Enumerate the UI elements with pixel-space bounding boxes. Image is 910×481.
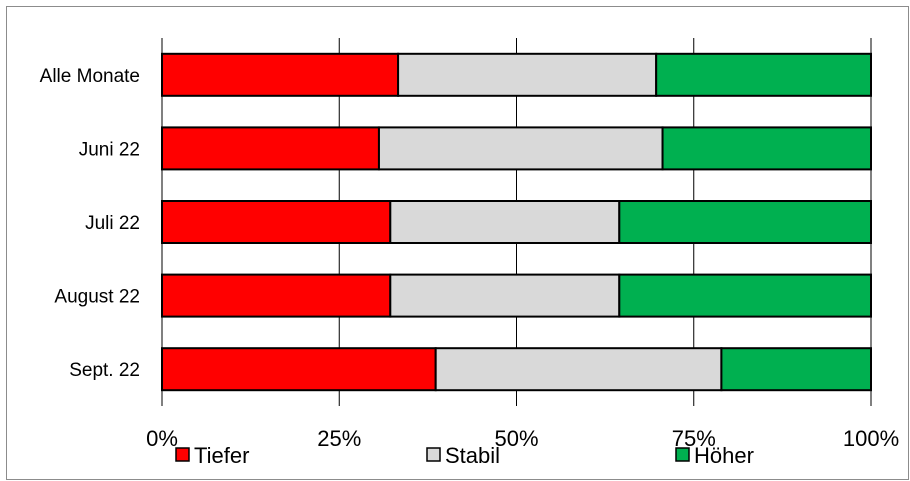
- bar-tiefer-sept-22: [161, 347, 437, 392]
- bar-hoher-juni-22: [661, 126, 873, 171]
- category-label: Juli 22: [85, 213, 140, 234]
- bar-stabil-sept-22: [434, 347, 723, 392]
- category-label: Alle Monate: [40, 66, 140, 87]
- legend-item-stabil: Stabil: [426, 443, 500, 468]
- x-tick-labels: 0% 25% 50% 75% 100%: [146, 426, 899, 451]
- x-tick-label: 50%: [494, 426, 538, 451]
- legend-swatch-stabil: [426, 447, 441, 462]
- x-tick-label: 75%: [672, 426, 716, 451]
- legend-label: Höher: [694, 443, 754, 468]
- legend: Tiefer Stabil Höher: [175, 443, 754, 468]
- category-label: August 22: [54, 287, 140, 308]
- bar-hoher-sept-22: [720, 347, 872, 392]
- bar-hoher-juli-22: [618, 200, 872, 244]
- bar-tiefer-alle-monate: [161, 52, 400, 97]
- x-tick-label: 25%: [317, 426, 361, 451]
- bar-tiefer-juli-22: [161, 200, 392, 244]
- bar-tiefer-august-22: [161, 273, 392, 318]
- bar-stabil-august-22: [389, 273, 621, 318]
- legend-item-tiefer: Tiefer: [175, 443, 249, 468]
- category-labels: Alle Monate Juni 22 Juli 22 August 22 Sept. …: [40, 66, 140, 381]
- x-tick-label: 100%: [843, 426, 899, 451]
- bars: [161, 52, 873, 392]
- legend-swatch-tiefer: [175, 447, 190, 462]
- bar-stabil-alle-monate: [397, 52, 658, 97]
- bar-stabil-juli-22: [389, 200, 621, 244]
- legend-label: Tiefer: [194, 443, 249, 468]
- bar-tiefer-juni-22: [161, 126, 380, 171]
- bar-hoher-alle-monate: [655, 52, 872, 97]
- category-label: Sept. 22: [69, 360, 140, 381]
- legend-swatch-hoher: [675, 447, 690, 462]
- x-tick-label: 0%: [146, 426, 178, 451]
- category-label: Juni 22: [79, 139, 140, 160]
- bar-stabil-juni-22: [377, 126, 664, 171]
- legend-item-hoher: Höher: [675, 443, 754, 468]
- legend-label: Stabil: [445, 443, 500, 468]
- bar-hoher-august-22: [618, 273, 872, 318]
